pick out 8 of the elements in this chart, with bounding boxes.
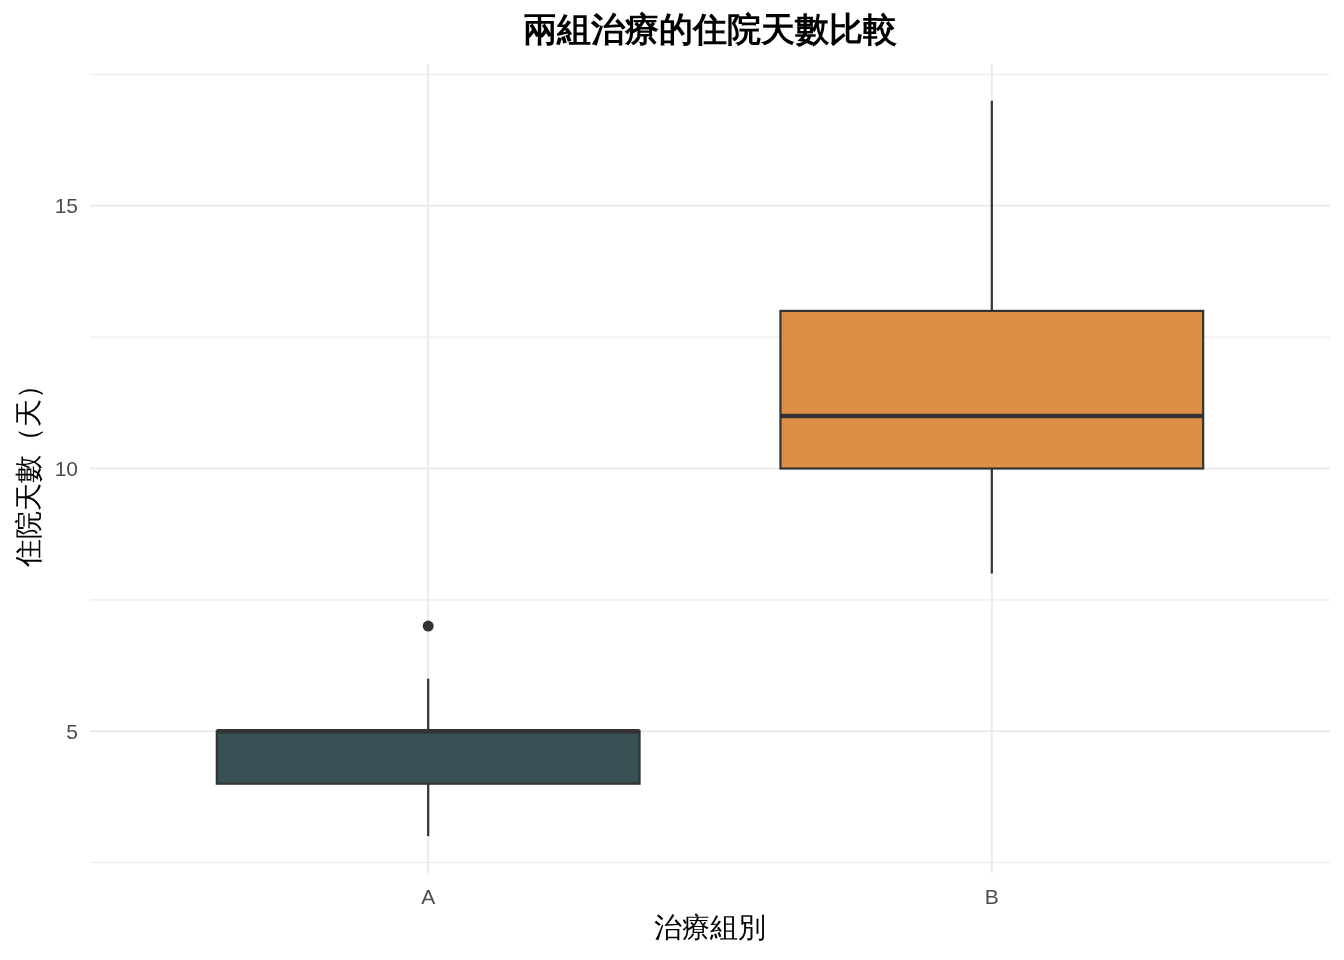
- y-tick-label: 15: [54, 194, 78, 218]
- x-tick-label: B: [984, 884, 999, 908]
- y-axis-title: 住院天數（天）: [12, 370, 44, 568]
- x-axis-title: 治療組別: [654, 911, 766, 943]
- x-tick-label: A: [421, 884, 436, 908]
- y-tick-label: 10: [54, 457, 78, 480]
- chart-title: 兩組治療的住院天數比較: [523, 10, 897, 48]
- y-tick-label: 5: [66, 719, 78, 743]
